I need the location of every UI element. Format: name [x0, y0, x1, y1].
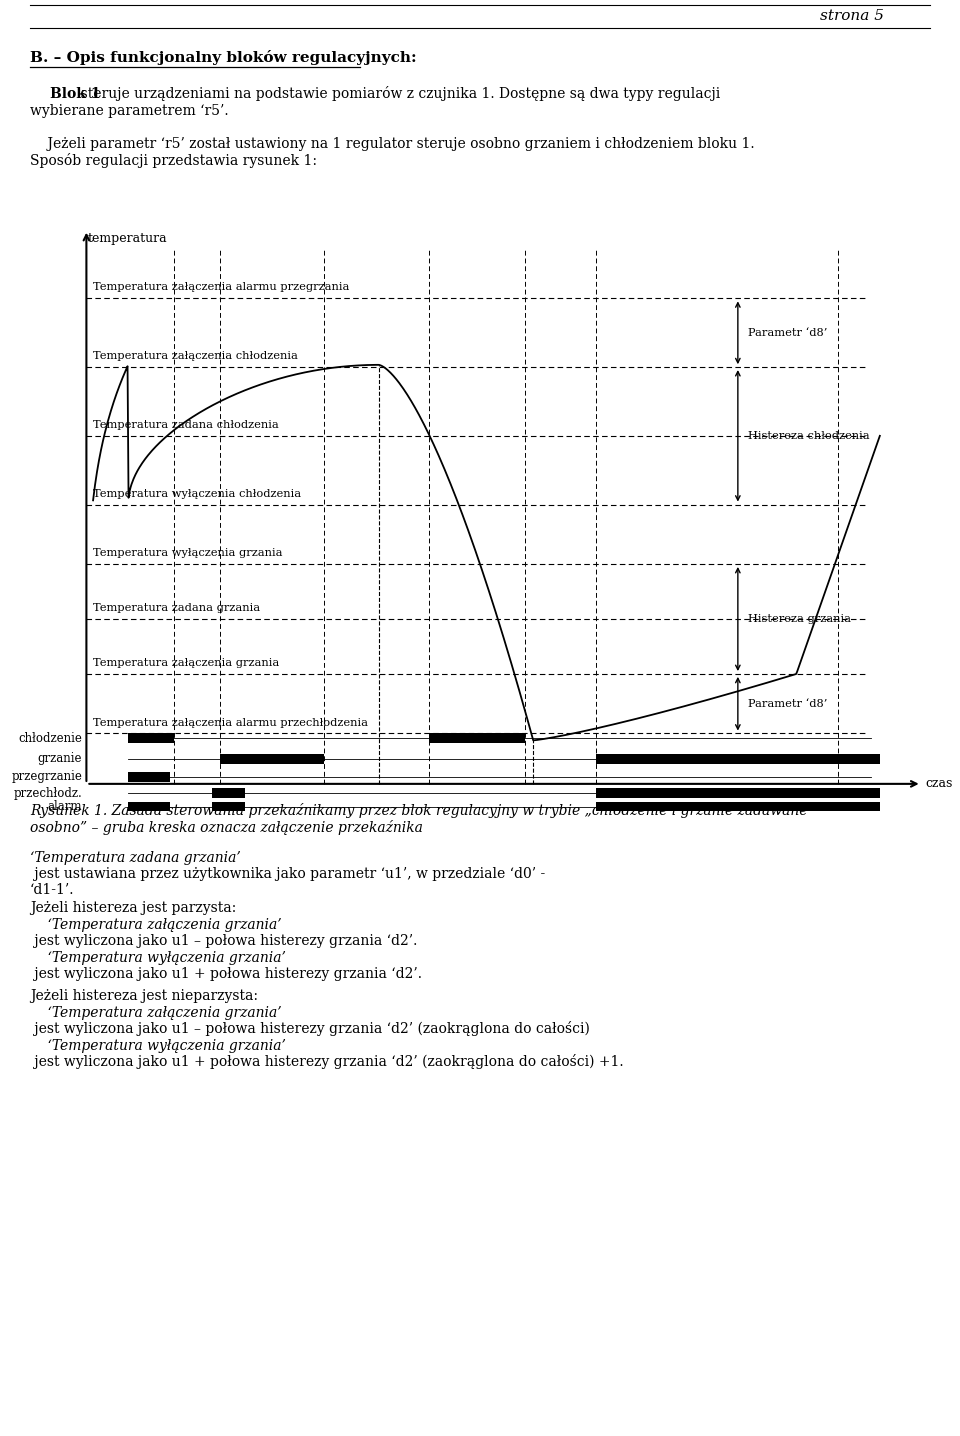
- Text: osobno” – gruba kreska oznacza załączenie przekaźnika: osobno” – gruba kreska oznacza załączeni…: [30, 820, 422, 834]
- Bar: [429, 732, 525, 742]
- Text: ‘Temperatura załączenia grzania’: ‘Temperatura załączenia grzania’: [30, 1007, 281, 1020]
- Text: Temperatura załączenia alarmu przechłodzenia: Temperatura załączenia alarmu przechłodz…: [93, 718, 368, 728]
- Text: Jeżeli parametr ‘r5’ został ustawiony na 1 regulator steruje osobno grzaniem i c: Jeżeli parametr ‘r5’ został ustawiony na…: [30, 136, 755, 151]
- Text: ‘d1-1’.: ‘d1-1’.: [30, 883, 75, 898]
- Text: przechłodz.: przechłodz.: [13, 787, 83, 800]
- Bar: [211, 788, 245, 798]
- Text: alarm: alarm: [48, 800, 83, 813]
- Text: Temperatura załączenia grzania: Temperatura załączenia grzania: [93, 658, 279, 668]
- Text: ‘Temperatura wyłączenia grzania’: ‘Temperatura wyłączenia grzania’: [30, 951, 286, 965]
- Bar: [596, 801, 879, 811]
- Text: Histereza grzania: Histereza grzania: [748, 615, 851, 625]
- Text: jest wyliczona jako u1 – połowa histerezy grzania ‘d2’.: jest wyliczona jako u1 – połowa histerez…: [30, 933, 418, 948]
- Text: Parametr ‘d8’: Parametr ‘d8’: [748, 699, 828, 709]
- Bar: [211, 801, 245, 811]
- Bar: [220, 754, 324, 764]
- Text: Jeżeli histereza jest parzysta:: Jeżeli histereza jest parzysta:: [30, 900, 236, 915]
- Text: ‘Temperatura załączenia grzania’: ‘Temperatura załączenia grzania’: [30, 918, 281, 932]
- Text: B. – Opis funkcjonalny bloków regulacyjnych:: B. – Opis funkcjonalny bloków regulacyjn…: [30, 50, 417, 65]
- Text: chłodzenie: chłodzenie: [18, 731, 83, 745]
- Text: strona 5: strona 5: [820, 9, 884, 23]
- Text: jest wyliczona jako u1 + połowa histerezy grzania ‘d2’.: jest wyliczona jako u1 + połowa histerez…: [30, 966, 422, 981]
- Text: jest wyliczona jako u1 – połowa histerezy grzania ‘d2’ (zaokrąglona do całości): jest wyliczona jako u1 – połowa histerez…: [30, 1021, 589, 1035]
- Text: Blok 1: Blok 1: [50, 88, 101, 101]
- Bar: [596, 754, 879, 764]
- Text: czas: czas: [925, 777, 953, 790]
- Text: przegrzanie: przegrzanie: [12, 771, 83, 784]
- Text: Histereza chłodzenia: Histereza chłodzenia: [748, 431, 870, 441]
- Text: Parametr ‘d8’: Parametr ‘d8’: [748, 327, 828, 337]
- Text: Rysunek 1. Zasada sterowania przekaźnikamy przez blok regulacyjny w trybie „chło: Rysunek 1. Zasada sterowania przekaźnika…: [30, 803, 807, 819]
- Text: ‘Temperatura wyłączenia grzania’: ‘Temperatura wyłączenia grzania’: [30, 1040, 286, 1053]
- Bar: [129, 732, 174, 742]
- Text: Temperatura załączenia alarmu przegrzania: Temperatura załączenia alarmu przegrzani…: [93, 283, 349, 293]
- Text: jest ustawiana przez użytkownika jako parametr ‘u1’, w przedziale ‘d0’ -: jest ustawiana przez użytkownika jako pa…: [30, 867, 545, 882]
- Text: jest wyliczona jako u1 + połowa histerezy grzania ‘d2’ (zaokrąglona do całości) : jest wyliczona jako u1 + połowa histerez…: [30, 1054, 624, 1068]
- Bar: [129, 801, 170, 811]
- Text: grzanie: grzanie: [37, 752, 83, 765]
- Text: Temperatura zadana chłodzenia: Temperatura zadana chłodzenia: [93, 419, 278, 429]
- Text: temperatura: temperatura: [88, 233, 168, 246]
- Text: steruje urządzeniami na podstawie pomiarów z czujnika 1. Dostępne są dwa typy re: steruje urządzeniami na podstawie pomiar…: [50, 86, 720, 101]
- Text: Sposób regulacji przedstawia rysunek 1:: Sposób regulacji przedstawia rysunek 1:: [30, 154, 317, 168]
- Text: Temperatura wyłączenia chłodzenia: Temperatura wyłączenia chłodzenia: [93, 488, 301, 498]
- Bar: [596, 788, 879, 798]
- Text: Jeżeli histereza jest nieparzysta:: Jeżeli histereza jest nieparzysta:: [30, 989, 258, 1002]
- Bar: [129, 773, 170, 783]
- Text: Temperatura wyłączenia grzania: Temperatura wyłączenia grzania: [93, 549, 282, 559]
- Text: Temperatura załączenia chłodzenia: Temperatura załączenia chłodzenia: [93, 352, 298, 362]
- Text: ‘Temperatura zadana grzania’: ‘Temperatura zadana grzania’: [30, 852, 241, 864]
- Text: Temperatura zadana grzania: Temperatura zadana grzania: [93, 603, 260, 613]
- Text: wybierane parametrem ‘r5’.: wybierane parametrem ‘r5’.: [30, 103, 228, 118]
